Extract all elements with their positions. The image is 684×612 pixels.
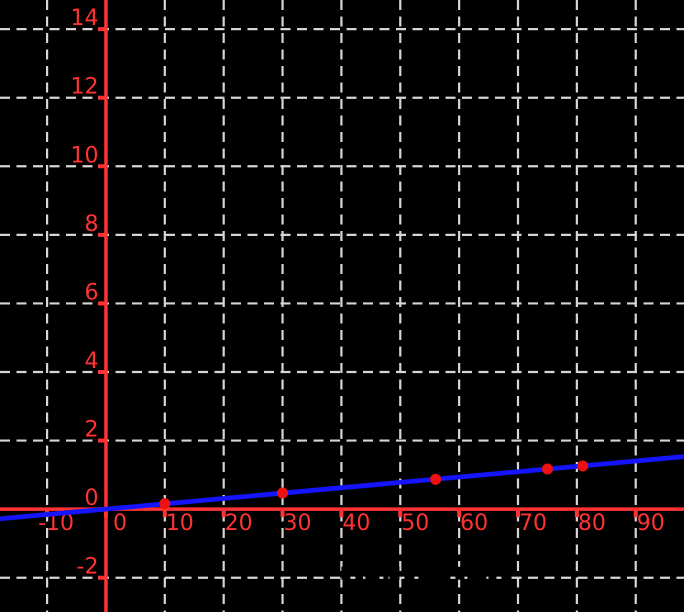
occlusion-block <box>501 566 512 580</box>
data-point <box>541 463 553 475</box>
x-tick-label-50: 50 <box>401 511 429 536</box>
occlusion-block <box>455 566 465 580</box>
occlusion-block <box>418 566 423 580</box>
y-tick-label-8: 8 <box>84 212 98 237</box>
occlusion-block <box>383 566 389 580</box>
data-point <box>277 487 289 499</box>
occlusion-block <box>355 566 362 580</box>
occlusion-block <box>391 566 400 580</box>
occlusion-block <box>490 566 497 580</box>
x-tick-label-40: 40 <box>342 511 370 536</box>
occlusion-block <box>443 566 451 580</box>
x-tick-label-80: 80 <box>578 511 606 536</box>
tick-marks <box>45 27 638 580</box>
y-tick-label-2: 2 <box>84 418 98 443</box>
x-tick-label-60: 60 <box>460 511 488 536</box>
y-tick-label-4: 4 <box>84 349 98 374</box>
data-series <box>0 454 684 522</box>
data-point <box>577 460 589 472</box>
occlusion-block <box>404 566 415 580</box>
y-tick-label-6: 6 <box>84 280 98 305</box>
occlusion-block <box>478 566 487 580</box>
fit-line <box>0 454 684 522</box>
y-tick-label-10: 10 <box>70 143 98 168</box>
occlusion-block <box>341 566 351 580</box>
y-tick-label-12: 12 <box>70 75 98 100</box>
hidden-annotation-occlusion <box>341 566 512 580</box>
x-tick-label-30: 30 <box>284 511 312 536</box>
y-tick-label-14: 14 <box>70 6 98 31</box>
data-point <box>430 473 442 485</box>
data-point <box>159 498 171 510</box>
x-tick-label-20: 20 <box>225 511 253 536</box>
x-tick-label-70: 70 <box>519 511 547 536</box>
x-tick-label-10: 10 <box>166 511 194 536</box>
y-tick-label--2: -2 <box>77 555 99 580</box>
y-tick-label-0: 0 <box>84 486 98 511</box>
occlusion-block <box>428 566 440 580</box>
occlusion-block <box>467 566 473 580</box>
occlusion-block <box>365 566 378 580</box>
x-tick-label-90: 90 <box>637 511 665 536</box>
x-tick-label-0: 0 <box>113 511 127 536</box>
